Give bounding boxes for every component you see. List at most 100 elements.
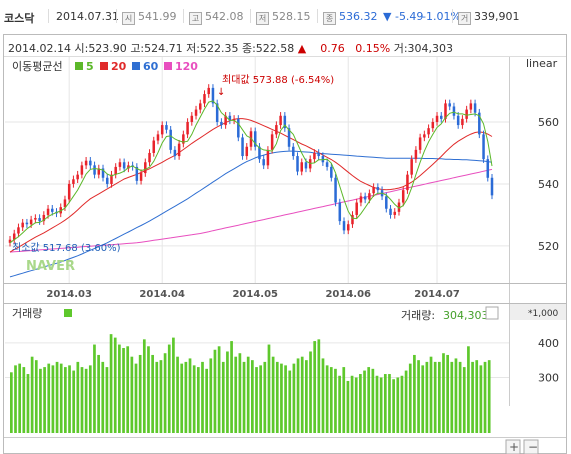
candle-body bbox=[401, 190, 405, 203]
volume-bar bbox=[425, 361, 429, 433]
volume-value: 304,303 bbox=[443, 309, 489, 322]
high-price: 고 542.08 bbox=[189, 10, 244, 25]
candle-body bbox=[80, 165, 84, 175]
volume-bar bbox=[113, 337, 117, 433]
volume-y-axis: 300 400 bbox=[538, 337, 559, 385]
ma5-line bbox=[9, 100, 493, 244]
x-axis: 2014.03 2014.04 2014.05 2014.06 2014.07 bbox=[46, 289, 459, 300]
ohlc-readout: 2014.02.14 시:523.90 고:524.71 저:522.35 종:… bbox=[8, 42, 454, 55]
volume-bar bbox=[122, 348, 125, 433]
volume-bar bbox=[263, 361, 267, 433]
volume-bar bbox=[84, 368, 88, 433]
candle-body bbox=[148, 152, 151, 163]
volume-bar bbox=[134, 363, 138, 433]
candle-body bbox=[287, 128, 291, 147]
ma20-line bbox=[9, 118, 493, 253]
volume-bar bbox=[192, 365, 196, 433]
candle-body bbox=[414, 149, 418, 160]
volume-bar bbox=[379, 377, 383, 433]
index-name: 코스닥 bbox=[4, 12, 35, 25]
candle-body bbox=[190, 115, 194, 122]
volume-bar bbox=[325, 365, 329, 433]
volume-bar bbox=[487, 360, 491, 433]
divider bbox=[183, 9, 184, 23]
volume-bar bbox=[101, 361, 105, 433]
ma5-legend-label: 5 bbox=[86, 60, 94, 73]
volume-bar bbox=[30, 356, 34, 433]
candle-body bbox=[139, 173, 143, 181]
candle-body bbox=[29, 219, 33, 225]
candle-body bbox=[97, 168, 101, 175]
high-icon: 고 bbox=[189, 12, 202, 25]
candle-body bbox=[292, 146, 295, 157]
candle-body bbox=[351, 214, 354, 225]
candle-body bbox=[21, 222, 24, 228]
volume-icon: 거 bbox=[458, 12, 471, 25]
volume-bar bbox=[80, 367, 84, 433]
candle-body bbox=[376, 187, 380, 191]
zoom-out-button[interactable] bbox=[523, 439, 539, 454]
candle-body bbox=[207, 87, 210, 95]
divider bbox=[452, 9, 453, 23]
volume-bar bbox=[458, 361, 462, 433]
volume-bar bbox=[88, 365, 92, 433]
volume-bar bbox=[450, 361, 454, 433]
volume-bar bbox=[68, 365, 71, 433]
candle-body bbox=[262, 159, 265, 166]
candle-body bbox=[165, 125, 168, 130]
volume-bar bbox=[280, 363, 283, 433]
volume-bar bbox=[271, 356, 275, 433]
header-date: 2014.07.31 bbox=[56, 10, 119, 23]
candle-body bbox=[372, 187, 375, 194]
volume-bar bbox=[184, 361, 188, 433]
candle-body bbox=[486, 159, 490, 178]
candle-body bbox=[127, 165, 130, 169]
volume-bar bbox=[338, 375, 341, 433]
min-annotation: 최소값 517.68 (3.60%) bbox=[12, 242, 121, 254]
candle-body bbox=[385, 196, 388, 209]
candle-body bbox=[228, 115, 232, 121]
volume-bar bbox=[142, 339, 146, 433]
volume-bar bbox=[64, 367, 67, 433]
volume-bar bbox=[76, 361, 80, 433]
volume-bar bbox=[392, 379, 395, 433]
candle-body bbox=[397, 202, 401, 212]
divider bbox=[116, 9, 117, 23]
volume-bar bbox=[51, 365, 55, 433]
volume-bar bbox=[255, 367, 258, 433]
candle-body bbox=[435, 115, 439, 122]
candle-body bbox=[406, 174, 409, 191]
x-tick-label: 2014.04 bbox=[139, 289, 185, 300]
volume-bar bbox=[383, 374, 387, 433]
volume-bar bbox=[396, 377, 400, 433]
down-triangle-icon: ▼ bbox=[383, 10, 392, 23]
volume-bar bbox=[22, 367, 26, 433]
open-icon: 시 bbox=[122, 12, 135, 25]
volume-bar bbox=[367, 367, 371, 433]
volume-bar bbox=[284, 365, 287, 433]
volume-bar bbox=[43, 367, 46, 433]
volume-bar bbox=[196, 367, 200, 433]
volume-toggle-button[interactable] bbox=[485, 306, 499, 320]
candle-body bbox=[465, 109, 468, 119]
volume-bar bbox=[346, 380, 350, 433]
candle-body bbox=[232, 118, 236, 121]
candle-body bbox=[110, 174, 113, 184]
ma20-path bbox=[9, 118, 493, 253]
divider bbox=[317, 9, 318, 23]
volume-unit-label: *1,000 bbox=[528, 309, 559, 319]
divider bbox=[250, 9, 251, 23]
candle-body bbox=[431, 121, 435, 129]
ma5-swatch bbox=[75, 62, 83, 70]
zoom-in-button[interactable] bbox=[505, 439, 521, 454]
candle-body bbox=[34, 218, 37, 220]
price-tick-label: 540 bbox=[538, 178, 559, 191]
plus-icon: + bbox=[509, 440, 519, 454]
volume-bar bbox=[305, 360, 308, 433]
candle-body bbox=[173, 149, 177, 157]
candle-body bbox=[118, 162, 122, 167]
candle-body bbox=[368, 193, 371, 200]
top-info-bar: 코스닥 2014.07.31 시 541.99 고 542.08 저 528.15 종… bbox=[0, 0, 571, 33]
volume-bar bbox=[329, 367, 333, 433]
volume-bar bbox=[437, 361, 441, 433]
